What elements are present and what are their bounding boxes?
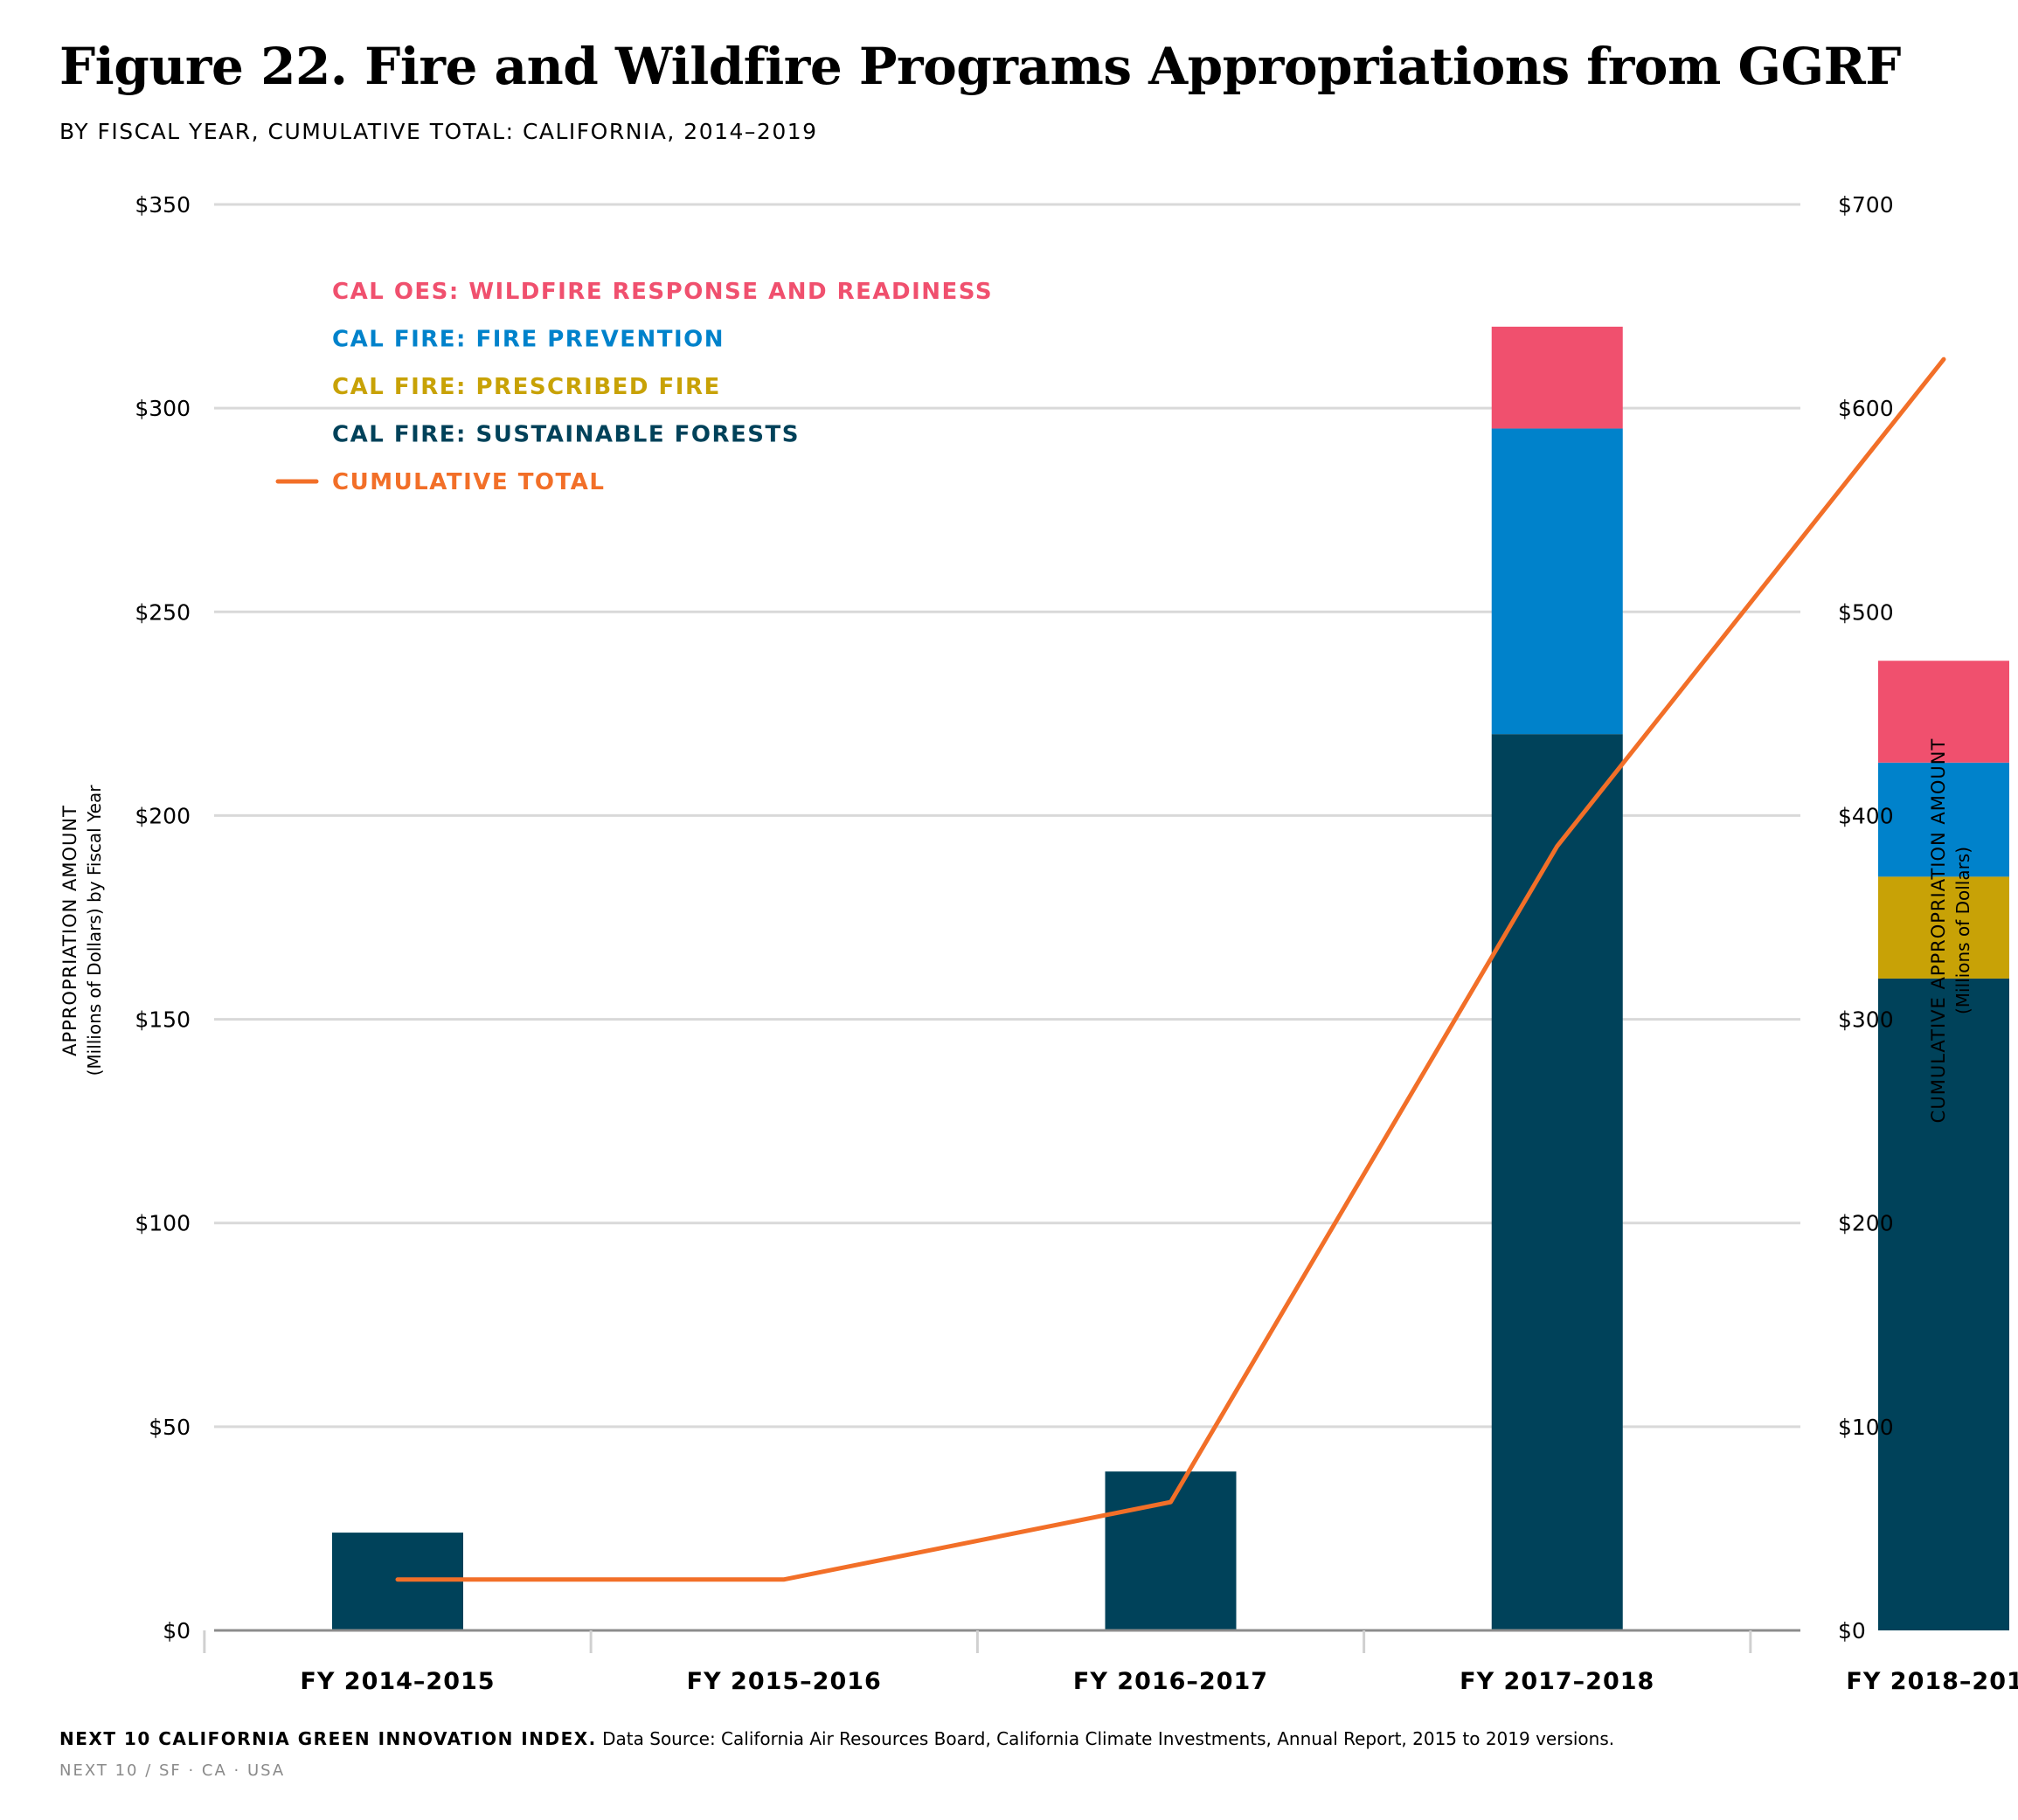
- x-tick-label: FY 2018–2019: [1846, 1668, 2018, 1695]
- y-tick-label: $300: [135, 396, 191, 421]
- chart: FY 2014–2015 FY 2015–2016 FY 2016–2017 FY 2…: [0, 0, 2018, 1820]
- legend-entry: CAL FIRE: FIRE PREVENTION: [332, 327, 725, 353]
- y2-tick-label: $0: [1838, 1618, 1866, 1644]
- legend: CAL OES: WILDFIRE RESPONSE AND READINESS…: [278, 279, 993, 495]
- y-tick-label: $250: [135, 599, 191, 625]
- y-tick-label: $150: [135, 1007, 191, 1033]
- source-note: NEXT 10 CALIFORNIA GREEN INNOVATION INDE…: [59, 1728, 1614, 1749]
- y2-axis-subtitle: (Millions of Dollars): [1952, 847, 1973, 1014]
- y-tick-label: $100: [135, 1211, 191, 1236]
- x-axis: FY 2014–2015 FY 2015–2016 FY 2016–2017 FY 2…: [205, 1630, 2018, 1695]
- y-axis-left: $0 $50 $100 $150 $200 $250 $300 $350: [135, 192, 191, 1644]
- legend-entry: CAL FIRE: SUSTAINABLE FORESTS: [332, 422, 800, 448]
- bars: [332, 327, 2009, 1630]
- y-tick-label: $0: [163, 1618, 191, 1644]
- legend-entry: CAL OES: WILDFIRE RESPONSE AND READINESS: [332, 279, 993, 305]
- source-text: Data Source: California Air Resources Bo…: [597, 1728, 1614, 1749]
- y2-tick-label: $500: [1838, 599, 1894, 625]
- bar-segment: [1492, 327, 1623, 429]
- credit-line: NEXT 10 / SF · CA · USA: [59, 1761, 285, 1780]
- axis-titles: APPROPRIATION AMOUNT (Millions of Dollar…: [59, 738, 1973, 1124]
- source-label: NEXT 10 CALIFORNIA GREEN INNOVATION INDE…: [59, 1728, 597, 1749]
- x-tick-label: FY 2017–2018: [1460, 1668, 1654, 1695]
- y2-tick-label: $400: [1838, 803, 1894, 828]
- y-tick-label: $200: [135, 803, 191, 828]
- legend-entry: CAL FIRE: PRESCRIBED FIRE: [332, 374, 721, 400]
- y2-tick-label: $200: [1838, 1211, 1894, 1236]
- y2-axis-title: CUMULATIVE APPROPRIATION AMOUNT: [1928, 738, 1949, 1124]
- legend-entry: CUMULATIVE TOTAL: [332, 469, 605, 495]
- y-tick-label: $350: [135, 192, 191, 218]
- bar-segment: [1106, 1471, 1237, 1630]
- y-tick-label: $50: [149, 1415, 191, 1440]
- bar-segment: [1492, 734, 1623, 1630]
- y-axis-title: APPROPRIATION AMOUNT: [59, 805, 80, 1056]
- x-tick-label: FY 2015–2016: [687, 1668, 882, 1695]
- y2-tick-label: $100: [1838, 1415, 1894, 1440]
- x-tick-label: FY 2016–2017: [1073, 1668, 1268, 1695]
- y2-tick-label: $300: [1838, 1007, 1894, 1033]
- cumulative-line: [398, 359, 1944, 1580]
- bar-segment: [1492, 428, 1623, 734]
- x-tick-label: FY 2014–2015: [300, 1668, 495, 1695]
- cumulative-total-line: [398, 359, 1944, 1580]
- y-axis-subtitle: (Millions of Dollars) by Fiscal Year: [84, 785, 105, 1076]
- y2-tick-label: $600: [1838, 396, 1894, 421]
- y2-tick-label: $700: [1838, 192, 1894, 218]
